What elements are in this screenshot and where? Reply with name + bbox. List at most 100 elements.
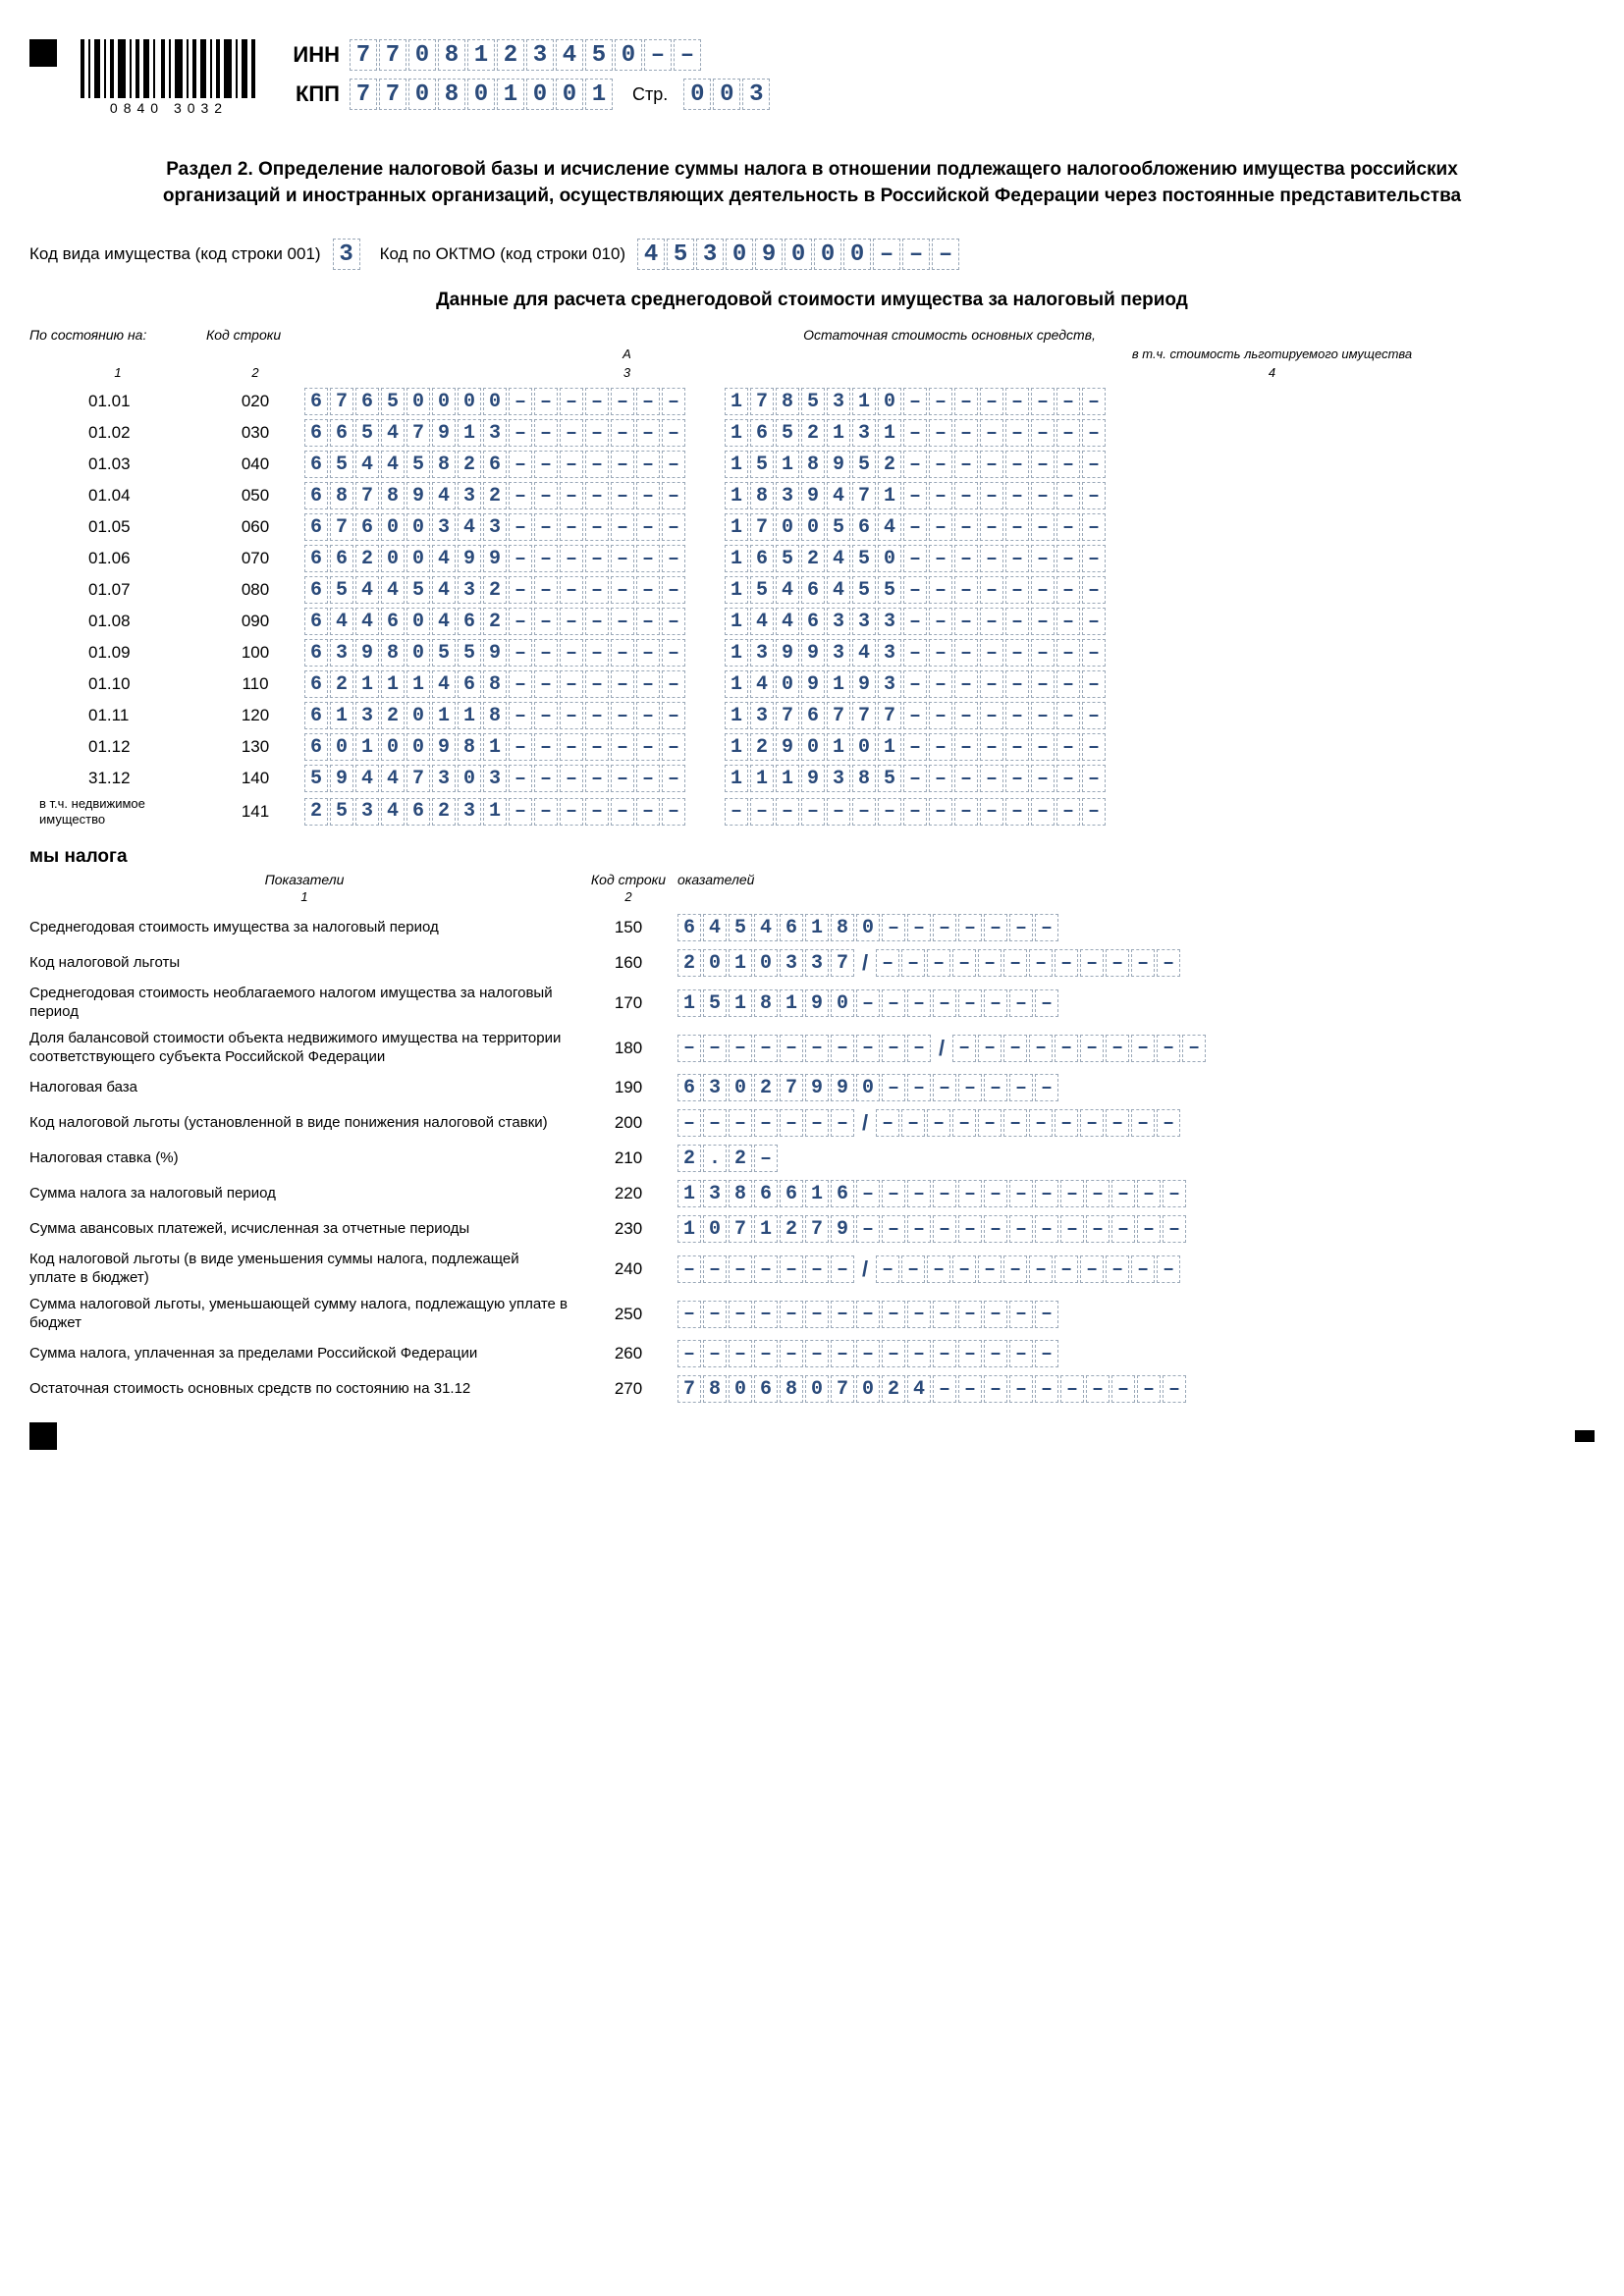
table-row: 01.11 120 61320118 1376777 bbox=[29, 702, 1595, 729]
row-value-4: 1546455 bbox=[725, 576, 1106, 604]
tax-calc-title: мы налога bbox=[29, 846, 1595, 868]
indicator-row: Код налоговой льготы (установленной в ви… bbox=[29, 1109, 1595, 1137]
row-value-4: 1399343 bbox=[725, 639, 1106, 667]
col-num-1: 1 bbox=[29, 365, 206, 380]
row-code: 141 bbox=[206, 802, 304, 822]
indicator-value: / bbox=[677, 1035, 1206, 1062]
indicator-value: 7806807024 bbox=[677, 1375, 1186, 1403]
row-code: 080 bbox=[206, 580, 304, 600]
ind-num-1: 1 bbox=[29, 889, 579, 904]
barcode-number: 0840 3032 bbox=[81, 100, 257, 116]
row-value-3: 67650000 bbox=[304, 388, 685, 415]
indicator-label: Среднегодовая стоимость имущества за нал… bbox=[29, 919, 579, 937]
row-code: 090 bbox=[206, 612, 304, 631]
property-code-cell: 3 bbox=[333, 239, 360, 270]
indicator-row: Остаточная стоимость основных средств по… bbox=[29, 1375, 1595, 1403]
oktmo-cells: 45309000 bbox=[637, 239, 959, 270]
indicator-code: 220 bbox=[579, 1184, 677, 1203]
row-value-4: 1518952 bbox=[725, 451, 1106, 478]
table-row: 01.03 040 65445826 1518952 bbox=[29, 451, 1595, 478]
row-value-3: 67600343 bbox=[304, 513, 685, 541]
column-headers: По состоянию на: Код строки Остаточная с… bbox=[29, 327, 1595, 343]
indicator-code: 210 bbox=[579, 1148, 677, 1168]
section-title: Раздел 2. Определение налоговой базы и и… bbox=[147, 157, 1477, 209]
indicator-row: Сумма авансовых платежей, исчисленная за… bbox=[29, 1215, 1595, 1243]
col-num-2: 2 bbox=[206, 365, 304, 380]
indicator-code: 170 bbox=[579, 993, 677, 1013]
row-value-4: 1409193 bbox=[725, 670, 1106, 698]
indicator-code: 150 bbox=[579, 918, 677, 937]
table-row: 01.10 110 62111468 1409193 bbox=[29, 670, 1595, 698]
row-code: 100 bbox=[206, 643, 304, 663]
row-value-4 bbox=[725, 798, 1106, 826]
indicator-row: Код налоговой льготы1602010337/ bbox=[29, 949, 1595, 977]
indicator-code: 250 bbox=[579, 1305, 677, 1324]
row-date: 01.09 bbox=[29, 643, 206, 663]
row-date: 31.12 bbox=[29, 769, 206, 788]
indicator-label: Код налоговой льготы (в виде уменьшения … bbox=[29, 1251, 579, 1288]
inn-cells: 7708123450 bbox=[350, 39, 701, 71]
ind-num-2: 2 bbox=[579, 889, 677, 904]
bottom-left-marker bbox=[29, 1422, 57, 1450]
row-code: 030 bbox=[206, 423, 304, 443]
row-code: 070 bbox=[206, 549, 304, 568]
row-date: 01.12 bbox=[29, 737, 206, 757]
indicator-value: 2010337/ bbox=[677, 949, 1180, 977]
column-numbers: 1 2 3 4 bbox=[29, 365, 1595, 380]
indicator-code: 270 bbox=[579, 1379, 677, 1399]
monthly-data-table: 01.01 020 67650000 1785310 01.02 030 665… bbox=[29, 388, 1595, 827]
kpp-cells: 770801001 bbox=[350, 79, 613, 110]
indicator-value: 63027990 bbox=[677, 1074, 1058, 1101]
row-date: 01.10 bbox=[29, 674, 206, 694]
table-row: 01.01 020 67650000 1785310 bbox=[29, 388, 1595, 415]
indicator-label: Среднегодовая стоимость необлагаемого на… bbox=[29, 985, 579, 1022]
table-row: 01.02 030 66547913 1652131 bbox=[29, 419, 1595, 447]
indicator-row: Среднегодовая стоимость имущества за нал… bbox=[29, 914, 1595, 941]
indicator-value bbox=[677, 1340, 1058, 1367]
row-code: 140 bbox=[206, 769, 304, 788]
row-value-4: 1652131 bbox=[725, 419, 1106, 447]
indicator-row: Доля балансовой стоимости объекта недвиж… bbox=[29, 1030, 1595, 1067]
indicator-row: Сумма налоговой льготы, уменьшающей сумм… bbox=[29, 1296, 1595, 1333]
row-value-4: 1700564 bbox=[725, 513, 1106, 541]
indicator-label: Сумма налога за налоговый период bbox=[29, 1185, 579, 1203]
row-code: 130 bbox=[206, 737, 304, 757]
indicator-label: Код налоговой льготы (установленной в ви… bbox=[29, 1114, 579, 1133]
indicator-value: / bbox=[677, 1109, 1180, 1137]
row-value-4: 1446333 bbox=[725, 608, 1106, 635]
ind-header-2: Код строки bbox=[579, 872, 677, 887]
row-value-3: 62111468 bbox=[304, 670, 685, 698]
row-value-3: 66200499 bbox=[304, 545, 685, 572]
bottom-right-marker bbox=[1575, 1430, 1595, 1442]
col-header-code: Код строки bbox=[206, 327, 304, 343]
oktmo-label: Код по ОКТМО (код строки 010) bbox=[380, 244, 626, 264]
table-row: 01.08 090 64460462 1446333 bbox=[29, 608, 1595, 635]
indicator-code: 260 bbox=[579, 1344, 677, 1363]
indicator-row: Среднегодовая стоимость необлагаемого на… bbox=[29, 985, 1595, 1022]
table-row: 01.12 130 60100981 1290101 bbox=[29, 733, 1595, 761]
property-code-label: Код вида имущества (код строки 001) bbox=[29, 244, 321, 264]
col-letter-a: А bbox=[304, 347, 949, 365]
data-subtitle: Данные для расчета среднегодовой стоимос… bbox=[29, 290, 1595, 311]
row-date: 01.03 bbox=[29, 454, 206, 474]
row-value-3: 65445826 bbox=[304, 451, 685, 478]
table-row: 01.06 070 66200499 1652450 bbox=[29, 545, 1595, 572]
barcode: 0840 3032 bbox=[81, 39, 257, 118]
table-row: 01.07 080 65445432 1546455 bbox=[29, 576, 1595, 604]
row-value-3: 25346231 bbox=[304, 798, 685, 826]
row-value-4: 1376777 bbox=[725, 702, 1106, 729]
col4-sub: в т.ч. стоимость льготируемого имущества bbox=[949, 347, 1595, 361]
table-row: 01.09 100 63980559 1399343 bbox=[29, 639, 1595, 667]
row-value-3: 68789432 bbox=[304, 482, 685, 509]
indicator-label: Остаточная стоимость основных средств по… bbox=[29, 1380, 579, 1399]
row-date: 01.02 bbox=[29, 423, 206, 443]
row-value-4: 1652450 bbox=[725, 545, 1106, 572]
indicator-row: Сумма налога за налоговый период22013866… bbox=[29, 1180, 1595, 1207]
indicator-row: Налоговая база19063027990 bbox=[29, 1074, 1595, 1101]
col-header-date: По состоянию на: bbox=[29, 327, 206, 343]
col-num-4: 4 bbox=[949, 365, 1595, 380]
row-value-3: 63980559 bbox=[304, 639, 685, 667]
row-value-3: 60100981 bbox=[304, 733, 685, 761]
indicator-label: Код налоговой льготы bbox=[29, 954, 579, 973]
codes-line: Код вида имущества (код строки 001) 3 Ко… bbox=[29, 239, 1595, 270]
